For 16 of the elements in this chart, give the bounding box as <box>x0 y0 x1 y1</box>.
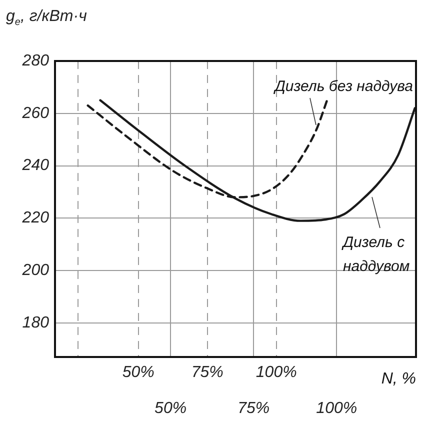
y-tick-label: 180 <box>22 314 50 332</box>
y-tick-label: 240 <box>21 157 50 174</box>
y-axis-title: g$_{e}$, г/кВт·ч <box>6 8 87 28</box>
y-tick-label: 280 <box>21 52 50 70</box>
x-axis-title: N, % <box>381 370 416 388</box>
y-tick-label: 200 <box>21 262 50 280</box>
x-tick-label: 50% <box>122 364 154 382</box>
x-tick-label: 100% <box>256 364 297 382</box>
x2-tick-label: 100% <box>316 400 358 418</box>
x2-tick-label: 50% <box>154 400 187 418</box>
y-tick-label: 220 <box>21 210 50 227</box>
annotation: Дизель с наддувом <box>341 234 410 276</box>
x2-tick-label: 75% <box>238 400 270 418</box>
x-tick-label: 75% <box>191 364 224 382</box>
annotation: Дизель без наддува <box>272 78 413 96</box>
y-tick-label: 260 <box>21 104 50 122</box>
